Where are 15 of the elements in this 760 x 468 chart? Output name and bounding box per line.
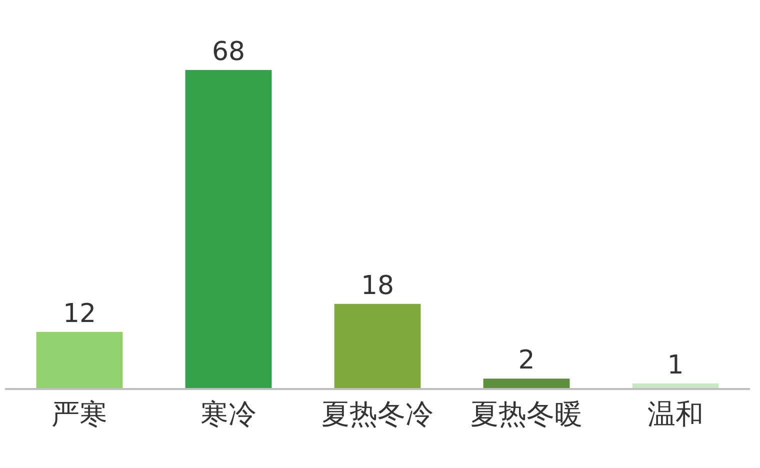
bar <box>632 383 719 388</box>
data-label: 2 <box>518 346 535 376</box>
x-tick-label: 夏热冬冷 <box>322 397 434 430</box>
x-tick-label: 寒冷 <box>200 397 256 430</box>
data-label: 12 <box>62 298 96 329</box>
x-tick-label: 温和 <box>648 397 704 430</box>
x-tick-label: 严寒 <box>52 397 108 430</box>
data-label: 18 <box>360 270 394 301</box>
bar <box>36 332 123 388</box>
bar <box>334 304 421 388</box>
data-label: 68 <box>212 37 246 67</box>
bar <box>483 378 570 388</box>
data-label: 1 <box>667 350 684 380</box>
bar <box>185 70 272 388</box>
x-tick-label: 夏热冬暖 <box>470 397 582 430</box>
